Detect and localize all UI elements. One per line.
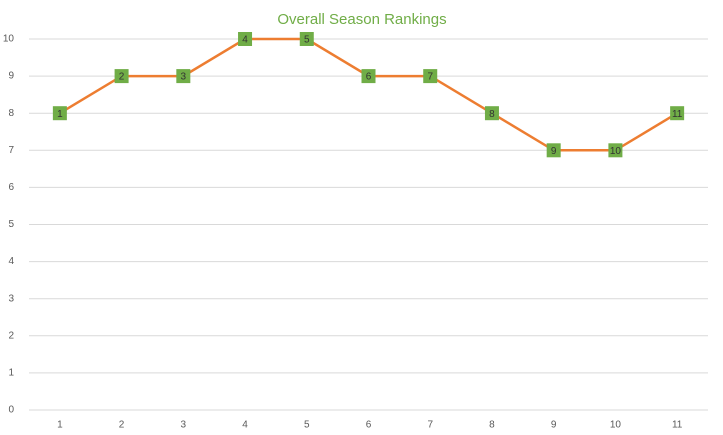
y-tick-label: 8 (8, 108, 14, 119)
chart-title: Overall Season Rankings (277, 11, 446, 28)
x-tick-label: 8 (489, 420, 495, 431)
marker (238, 32, 253, 46)
y-tick-label: 1 (8, 368, 14, 379)
y-tick-label: 0 (8, 405, 14, 416)
point-label: 2 (119, 72, 125, 83)
marker (423, 69, 438, 84)
y-tick-label: 3 (8, 293, 14, 304)
marker (670, 106, 685, 121)
x-tick-label: 1 (57, 420, 63, 431)
marker (52, 106, 67, 121)
y-tick-label: 10 (3, 34, 15, 45)
y-tick-label: 6 (8, 182, 14, 193)
marker (176, 69, 191, 84)
y-tick-label: 9 (8, 71, 14, 82)
marker (608, 143, 623, 158)
x-tick-label: 5 (304, 420, 310, 431)
point-label: 4 (242, 35, 248, 46)
marker (484, 106, 499, 121)
marker (361, 69, 376, 84)
x-tick-label: 7 (427, 420, 433, 431)
point-label: 8 (489, 109, 495, 120)
x-tick-label: 9 (551, 420, 557, 431)
point-label: 1 (57, 109, 63, 120)
y-tick-label: 7 (8, 145, 14, 156)
x-tick-label: 11 (672, 420, 683, 431)
y-tick-label: 2 (8, 330, 14, 341)
x-tick-label: 6 (366, 420, 372, 431)
point-label: 7 (427, 72, 433, 83)
point-label: 9 (551, 146, 557, 157)
point-label: 3 (181, 72, 187, 83)
x-tick-label: 3 (181, 420, 187, 431)
x-tick-label: 2 (119, 420, 125, 431)
point-label: 11 (672, 109, 683, 120)
marker (546, 143, 561, 158)
x-tick-label: 4 (242, 420, 248, 431)
marker (114, 69, 129, 84)
y-tick-label: 4 (8, 256, 14, 267)
line (59, 37, 678, 152)
point-label: 6 (366, 72, 372, 83)
point-label: 5 (304, 35, 310, 46)
x-tick-label: 10 (610, 420, 622, 431)
point-label: 10 (610, 146, 622, 157)
marker (299, 32, 314, 46)
y-tick-label: 5 (8, 219, 14, 230)
